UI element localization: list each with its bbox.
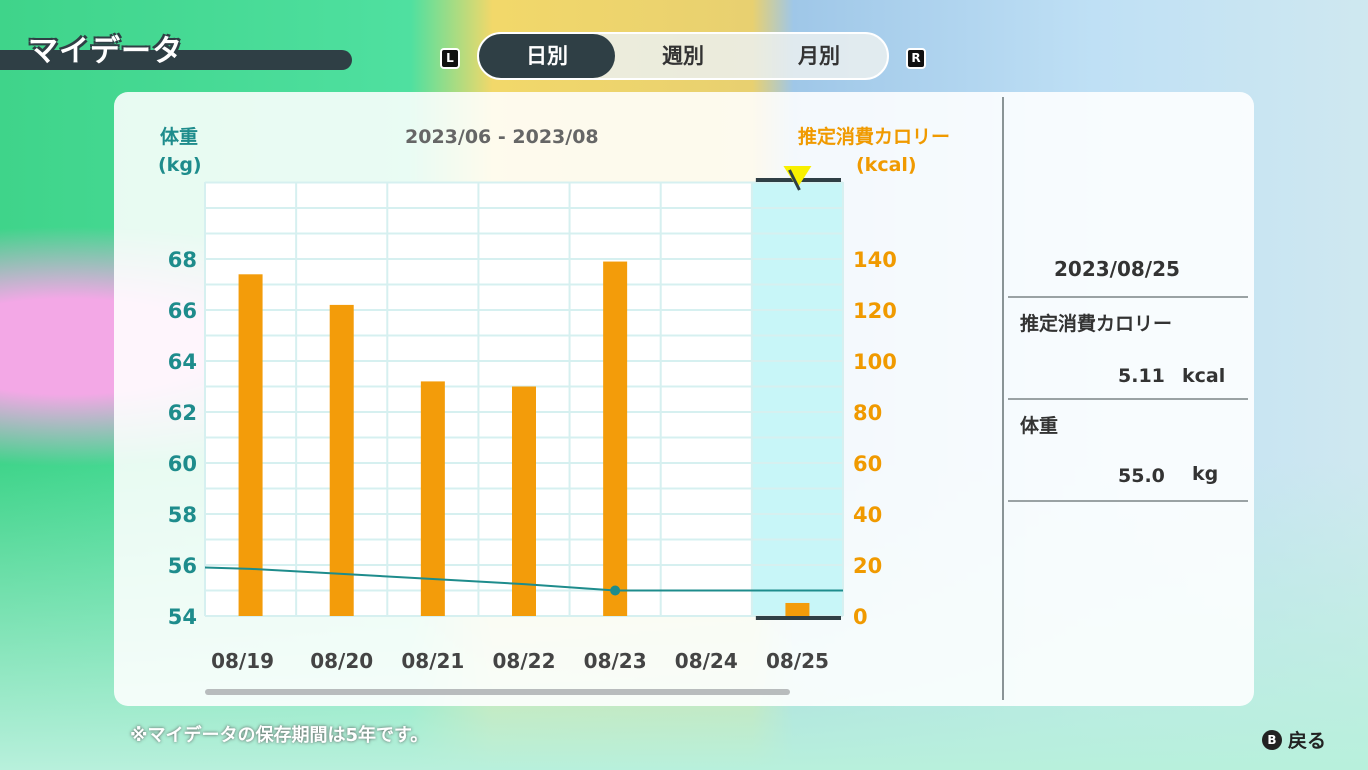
tab-monthly[interactable]: 月別 (798, 44, 840, 68)
x-tick-label: 08/19 (211, 649, 274, 673)
horizontal-scrollbar[interactable] (205, 689, 790, 695)
x-tick-label: 08/22 (493, 649, 556, 673)
weight-line (204, 566, 843, 592)
left-tick-label: 54 (168, 605, 197, 629)
divider (1008, 500, 1248, 502)
calorie-bar (238, 274, 263, 616)
calorie-label: 推定消費カロリー (1020, 313, 1173, 335)
selected-column-highlight (751, 182, 843, 616)
left-axis-title: 体重 (160, 126, 199, 148)
tab-daily[interactable]: 日別 (479, 34, 615, 78)
selected-date: 2023/08/25 (1054, 257, 1180, 281)
calorie-bar (512, 386, 536, 616)
calorie-bar (329, 304, 354, 616)
x-tick-label: 08/24 (675, 649, 738, 673)
left-tick-label: 66 (168, 299, 197, 323)
right-axis-title: 推定消費カロリー (798, 126, 951, 148)
right-tick-label: 120 (853, 299, 897, 323)
left-tick-label: 56 (168, 554, 197, 578)
weight-value: 55.0 (1118, 465, 1165, 487)
x-tick-label: 08/20 (310, 649, 373, 673)
right-tick-label: 100 (853, 350, 897, 374)
x-tick-label: 08/25 (766, 649, 829, 673)
calorie-bar (785, 602, 810, 616)
calorie-unit: kcal (1182, 365, 1226, 387)
x-tick-label: 08/23 (584, 649, 647, 673)
period-tabs: 日別 週別 月別 (477, 32, 889, 80)
right-tick-label: 60 (853, 452, 882, 476)
right-tick-label: 80 (853, 401, 882, 425)
divider (1008, 296, 1248, 298)
calorie-bar (603, 261, 628, 616)
left-tick-label: 58 (168, 503, 197, 527)
divider (1008, 398, 1248, 400)
left-tick-label: 62 (168, 401, 197, 425)
weight-unit: kg (1192, 463, 1219, 485)
right-tick-label: 40 (853, 503, 882, 527)
weight-label: 体重 (1020, 415, 1059, 437)
page-title: マイデータ (28, 34, 183, 69)
title-bar (0, 50, 352, 70)
right-tick-label: 0 (853, 605, 868, 629)
tab-weekly[interactable]: 週別 (662, 44, 704, 68)
l-button-icon[interactable]: L (440, 48, 460, 69)
left-tick-label: 68 (168, 248, 197, 272)
period-range: 2023/06 - 2023/08 (405, 126, 599, 148)
selection-cursor-mark (788, 169, 801, 191)
right-tick-label: 140 (853, 248, 897, 272)
left-tick-label: 64 (168, 350, 197, 374)
back-button[interactable]: B 戻る (1262, 726, 1326, 753)
x-tick-label: 08/21 (401, 649, 464, 673)
panel-divider (1002, 97, 1004, 700)
back-label: 戻る (1288, 730, 1327, 752)
calorie-bar (420, 381, 445, 616)
calorie-value: 5.11 (1118, 365, 1165, 387)
left-axis-unit: (kg) (158, 154, 202, 176)
b-button-icon: B (1262, 729, 1282, 750)
left-tick-label: 60 (168, 452, 197, 476)
weight-point (610, 585, 621, 596)
right-axis-unit: (kcal) (856, 154, 917, 176)
r-button-icon[interactable]: R (906, 48, 926, 69)
right-tick-label: 20 (853, 554, 882, 578)
storage-note: ※マイデータの保存期間は5年です。 (130, 725, 429, 746)
